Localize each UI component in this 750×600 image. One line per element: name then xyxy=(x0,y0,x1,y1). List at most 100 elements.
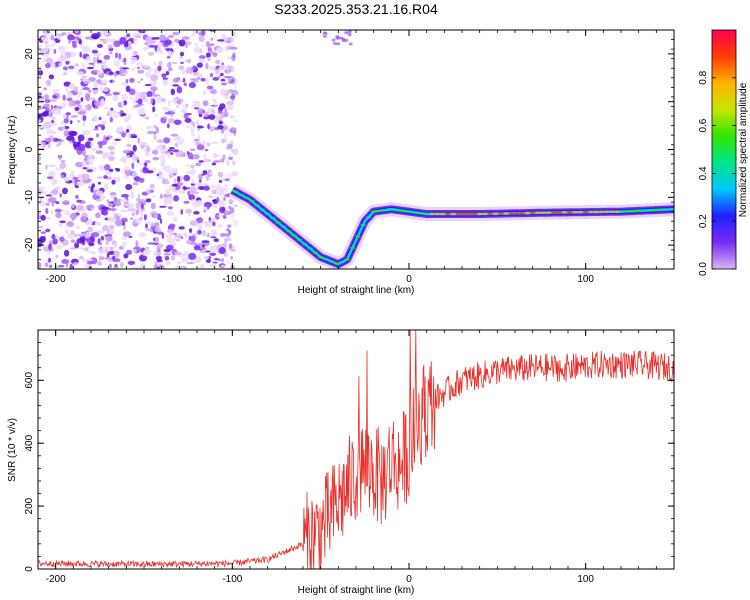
tone-hotspot xyxy=(625,210,631,213)
noise-blob xyxy=(217,39,225,42)
noise-blob xyxy=(155,126,159,134)
tone-hotspot xyxy=(249,199,255,203)
noise-blob xyxy=(210,104,218,107)
noise-blob xyxy=(68,65,75,70)
noise-blob xyxy=(132,249,137,252)
noise-blob xyxy=(170,88,175,96)
noise-blob xyxy=(146,145,151,152)
noise-blob xyxy=(64,229,70,234)
noise-blob xyxy=(86,166,90,169)
tone-hotspot xyxy=(593,210,599,214)
noise-blob xyxy=(179,56,183,59)
noise-blob xyxy=(185,164,190,167)
noise-blob xyxy=(214,59,221,65)
noise-blob xyxy=(188,82,196,89)
noise-blob xyxy=(129,96,133,100)
noise-blob xyxy=(76,204,84,211)
noise-blob xyxy=(212,189,217,195)
noise-blob xyxy=(78,255,84,260)
noise-blob xyxy=(163,98,166,104)
noise-blob xyxy=(195,200,204,206)
noise-blob xyxy=(215,70,220,74)
noise-blob xyxy=(182,107,187,114)
noise-blob xyxy=(95,190,104,197)
noise-blob xyxy=(208,114,216,120)
noise-blob xyxy=(166,244,174,251)
noise-blob xyxy=(193,138,200,142)
noise-blob xyxy=(203,206,208,210)
noise-blob xyxy=(205,62,209,70)
noise-blob xyxy=(203,201,212,208)
x-tick-label: -100 xyxy=(222,574,242,585)
noise-blob xyxy=(190,164,195,169)
noise-blob xyxy=(98,116,102,121)
tone-hotspot xyxy=(572,211,578,214)
noise-blob xyxy=(173,119,182,125)
noise-blob xyxy=(167,206,173,210)
noise-blob xyxy=(113,200,122,207)
noise-blob xyxy=(46,79,52,87)
tone-hotspot xyxy=(397,209,403,212)
noise-blob xyxy=(215,65,220,69)
tone-hotspot xyxy=(551,211,557,214)
noise-blob xyxy=(230,255,233,260)
noise-blob xyxy=(48,243,52,251)
noise-blob xyxy=(211,230,217,236)
noise-blob xyxy=(140,78,144,81)
noise-blob xyxy=(38,225,44,229)
tone-hotspot xyxy=(477,212,483,216)
noise-blob xyxy=(217,171,224,178)
noise-blob xyxy=(229,66,235,73)
noise-blob xyxy=(70,230,75,235)
tone-hotspot xyxy=(450,212,456,216)
noise-blob xyxy=(225,40,231,44)
snr-y-axis: 0 200 400 600 xyxy=(24,329,674,572)
noise-blob xyxy=(138,217,143,221)
noise-blob xyxy=(186,262,195,265)
noise-blob xyxy=(91,33,99,40)
noise-blob xyxy=(119,37,126,44)
noise-blob xyxy=(223,70,229,74)
noise-blob xyxy=(154,37,160,40)
noise-blob xyxy=(67,34,75,41)
noise-blob xyxy=(226,67,232,74)
tone-hotspot xyxy=(445,212,451,216)
noise-blob xyxy=(84,141,93,149)
noise-blob xyxy=(177,176,181,183)
noise-blob xyxy=(144,83,152,87)
noise-blob xyxy=(204,148,209,152)
noise-blob xyxy=(170,113,174,117)
noise-blob xyxy=(137,69,145,74)
noise-blob xyxy=(162,107,170,111)
noise-blob xyxy=(38,92,42,96)
noise-blob xyxy=(52,40,56,46)
noise-blob xyxy=(220,72,224,77)
noise-blob xyxy=(218,247,226,255)
noise-blob xyxy=(202,249,207,252)
noise-blob xyxy=(57,264,65,268)
noise-blob xyxy=(72,41,77,48)
noise-blob xyxy=(141,203,144,210)
noise-blob xyxy=(145,71,152,78)
noise-blob xyxy=(201,44,205,47)
noise-blob xyxy=(38,107,43,110)
tone-hotspot xyxy=(302,242,308,246)
noise-blob xyxy=(172,84,180,87)
noise-blob xyxy=(107,145,116,151)
noise-blob xyxy=(57,45,66,52)
noise-blob xyxy=(166,62,172,68)
noise-blob xyxy=(85,105,89,110)
noise-blob xyxy=(112,141,118,145)
noise-blob xyxy=(119,261,124,269)
noise-blob xyxy=(190,127,195,134)
noise-blob xyxy=(112,95,119,102)
noise-blob xyxy=(136,66,141,69)
noise-blob xyxy=(102,151,111,159)
tone-hotspot xyxy=(254,204,260,207)
noise-blob xyxy=(232,148,239,156)
noise-blob xyxy=(48,170,56,178)
noise-blob xyxy=(210,188,213,196)
noise-blob xyxy=(47,251,51,256)
noise-blob xyxy=(208,65,216,71)
